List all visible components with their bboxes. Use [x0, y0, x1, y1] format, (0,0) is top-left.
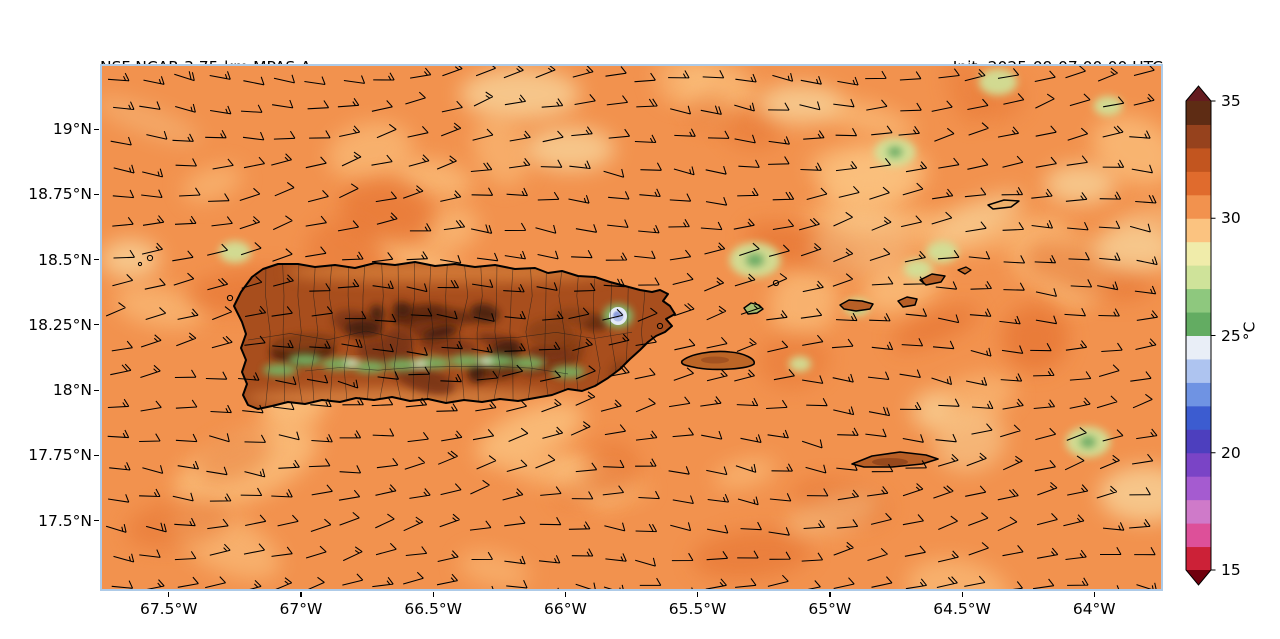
virgin-gorda-island	[957, 266, 972, 275]
wind-barbs-layer	[105, 64, 1159, 591]
x-tick-mark	[1093, 592, 1095, 597]
colorbar-band	[1186, 358, 1211, 383]
puerto-rico-coastline	[233, 261, 676, 410]
colorbar-band	[1186, 499, 1211, 524]
y-tick-mark	[94, 389, 99, 391]
colorbar-band	[1186, 382, 1211, 407]
x-tick-mark	[564, 592, 567, 597]
y-tick-mark	[94, 454, 99, 456]
colorbar-band	[1186, 124, 1211, 149]
colorbar-band	[1186, 171, 1211, 196]
colorbar-band	[1186, 194, 1211, 219]
colorbar-band	[1186, 546, 1211, 571]
x-tick-mark	[300, 592, 302, 597]
x-tick-label: 64.5°W	[933, 600, 991, 618]
colorbar-under-arrow	[1186, 570, 1211, 585]
y-tick-mark	[94, 519, 99, 522]
colorbar-unit-label: °C	[1240, 321, 1259, 341]
x-tick-label: 67.5°W	[139, 600, 198, 618]
colorbar-band	[1186, 335, 1211, 360]
colorbar-tick-label: 25	[1221, 326, 1241, 345]
y-tick-label: 18°N	[52, 381, 92, 400]
colorbar-band	[1186, 405, 1211, 430]
y-tick-label: 17.75°N	[28, 446, 92, 465]
x-tick-label: 66°W	[543, 600, 587, 618]
y-tick-label: 18.5°N	[38, 250, 92, 269]
x-tick-mark	[961, 592, 963, 597]
colorbar-tick-label: 30	[1221, 209, 1241, 228]
x-tick-label: 66.5°W	[404, 600, 462, 618]
x-tick-mark	[829, 592, 831, 597]
map-frame	[100, 64, 1163, 591]
colorbar-band	[1186, 429, 1211, 454]
x-tick-label: 64°W	[1072, 600, 1116, 618]
sea-temp-patches	[100, 64, 1163, 591]
calm-wind-markers	[137, 254, 780, 330]
x-tick-label: 65°W	[808, 600, 852, 618]
colorbar-band	[1186, 452, 1211, 477]
y-tick-mark	[94, 128, 99, 130]
colorbar	[1185, 85, 1216, 586]
x-tick-mark	[697, 592, 699, 597]
colorbar-over-arrow	[1186, 86, 1211, 101]
colorbar-band	[1186, 101, 1211, 125]
colorbar-band	[1186, 241, 1211, 266]
y-tick-label: 19°N	[52, 120, 92, 139]
colorbar-band	[1186, 476, 1211, 501]
tortola-island	[919, 273, 946, 286]
x-tick-mark	[432, 592, 434, 597]
colorbar-band	[1186, 523, 1211, 548]
y-tick-mark	[94, 259, 99, 261]
anegada-island	[987, 199, 1020, 210]
y-tick-label: 17.5°N	[38, 511, 92, 530]
colorbar-band	[1186, 265, 1211, 290]
st-thomas-island	[839, 299, 874, 312]
y-tick-mark	[94, 193, 99, 196]
map-canvas	[100, 64, 1163, 591]
x-tick-label: 65.5°W	[668, 600, 727, 618]
st-john-island	[897, 296, 918, 308]
colorbar-band	[1186, 288, 1211, 313]
colorbar-band	[1186, 147, 1211, 172]
smaller-islands	[680, 199, 1020, 468]
y-tick-label: 18.25°N	[28, 315, 92, 334]
y-tick-label: 18.75°N	[28, 185, 92, 204]
colorbar-tick-label: 15	[1221, 561, 1241, 579]
x-tick-mark	[168, 592, 170, 597]
x-tick-label: 67°W	[279, 600, 323, 618]
colorbar-tick-label: 35	[1221, 92, 1241, 110]
colorbar-band	[1186, 312, 1211, 336]
colorbar-tick-label: 20	[1221, 443, 1241, 462]
colorbar-band	[1186, 218, 1211, 243]
y-tick-mark	[94, 324, 99, 326]
